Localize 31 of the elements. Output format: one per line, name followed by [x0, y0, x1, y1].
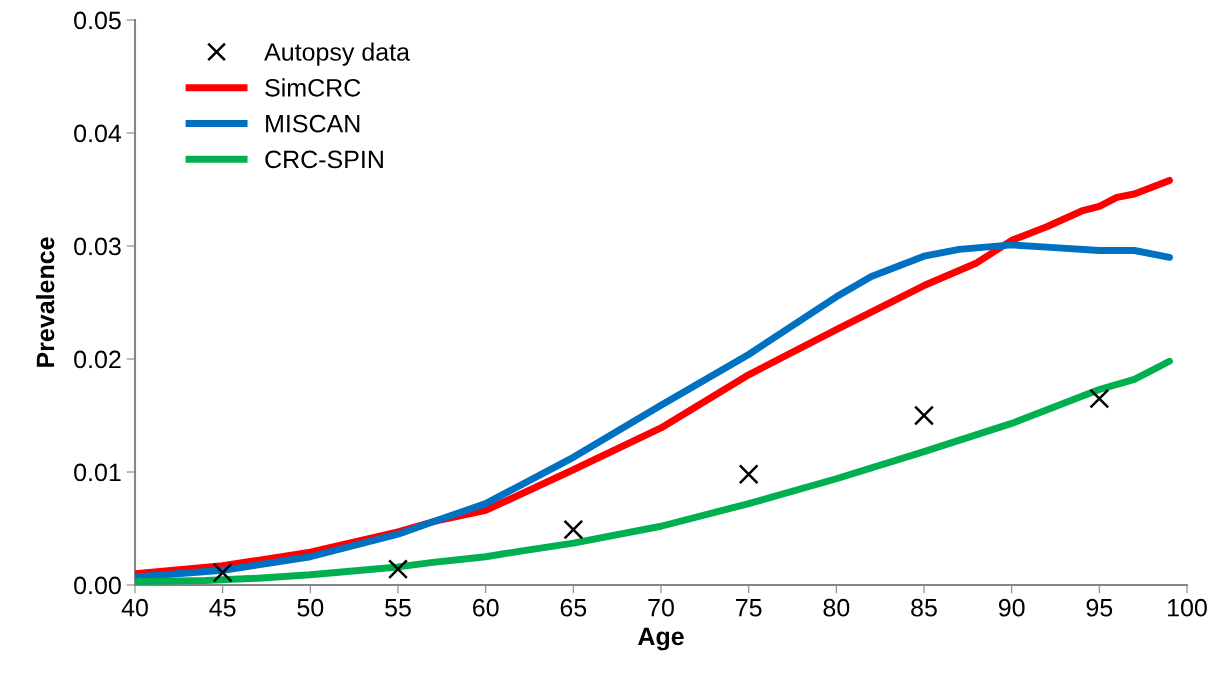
x-tick-label: 70 [648, 598, 674, 617]
legend-label: Autopsy data [264, 42, 410, 66]
point [212, 562, 233, 583]
point [738, 464, 759, 485]
y-tick-label: 0.04 [74, 124, 122, 143]
point [563, 519, 584, 540]
y-tick-label: 0.02 [74, 350, 121, 369]
point [387, 559, 409, 580]
x-tick-label: 65 [560, 598, 587, 617]
y-axis-title: Prevalence [35, 237, 55, 367]
x-tick-label: 85 [911, 598, 937, 617]
legend-label: MISCAN [266, 114, 360, 133]
x-tick-label: 90 [998, 598, 1025, 617]
point [1089, 388, 1110, 409]
x-tick-label: 95 [1086, 598, 1113, 617]
y-tick-label: 0.03 [74, 237, 121, 256]
y-tick-label: 0.00 [74, 576, 121, 595]
x-tick-label: 55 [385, 599, 411, 617]
x-tick-label: 75 [736, 599, 762, 617]
x-tick-label: 80 [823, 598, 850, 617]
x-axis-title: Age [638, 627, 684, 651]
x-tick-label: 60 [473, 598, 499, 617]
x-tick-label: 50 [297, 598, 324, 617]
y-tick-label: 0.01 [74, 463, 121, 482]
legend-label: SimCRC [265, 78, 361, 97]
point [913, 405, 935, 426]
legend-label: CRC-SPIN [265, 150, 383, 169]
y-tick-label: 0.05 [74, 11, 121, 30]
x-tick-label: 100 [1168, 598, 1207, 617]
x-tick-label: 40 [121, 598, 148, 617]
x-tick-label: 45 [209, 599, 236, 617]
